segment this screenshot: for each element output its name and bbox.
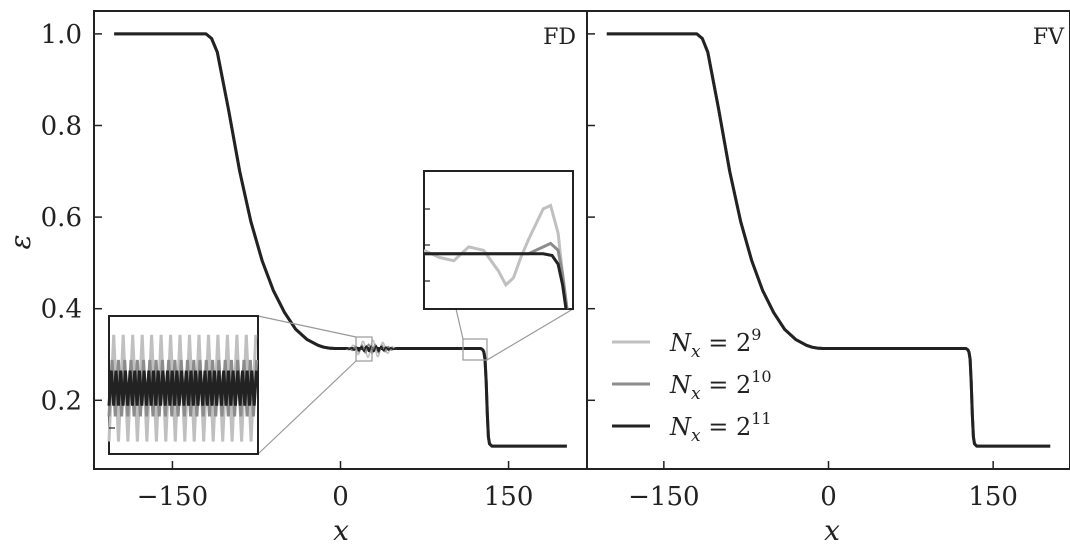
series-line-fd-2 — [114, 32, 567, 448]
inset-shock — [423, 170, 574, 310]
plot-frame-fv — [586, 10, 1070, 470]
panel-fv: −150 0 150 Nx = 29 Nx = 210 Nx = 211 — [586, 10, 1070, 512]
panel-label-fv: FV — [1033, 25, 1065, 50]
inset-shock-series-2 — [424, 252, 568, 309]
legend-label-1: Nx = 210 — [669, 367, 772, 404]
inset-plateau-series-2 — [107, 370, 258, 406]
legend-label-2: Nx = 211 — [669, 409, 772, 446]
x-tick-label-fv-1: 0 — [820, 482, 837, 512]
legend-label-0: Nx = 29 — [669, 325, 761, 362]
x-tick-label-fv-2: 150 — [968, 482, 1018, 512]
y-axis-label: ε — [4, 234, 37, 249]
connector-line-plateau-1 — [257, 360, 357, 455]
connector-line-shock-1 — [486, 308, 574, 361]
plateau-oscillation-2 — [345, 344, 397, 353]
x-tick-label-fd-1: 0 — [332, 482, 349, 512]
y-tick-label-4: 1.0 — [41, 20, 82, 50]
x-tick-label-fd-0: −150 — [137, 482, 208, 512]
y-tick-label-3: 0.8 — [41, 112, 82, 142]
zoom-box-plateau — [355, 336, 373, 362]
x-axis-label-fd: x — [333, 514, 349, 546]
y-tick-label-2: 0.6 — [41, 203, 82, 233]
y-tick-label-0: 0.2 — [41, 386, 82, 416]
y-tick-label-1: 0.4 — [41, 295, 82, 325]
x-tick-label-fv-0: −150 — [628, 482, 699, 512]
zoom-box-shock — [462, 338, 488, 361]
x-axis-label-fv: x — [824, 514, 840, 546]
plateau-oscillation-1 — [346, 343, 397, 355]
series-line-fv-2 — [606, 32, 1051, 448]
panel-label-fd: FD — [543, 25, 576, 50]
chart-marks: −150 0 150 0.2 0.4 0.6 0.8 1.0 −150 0 150 Nx = 29 Nx… — [41, 10, 1070, 512]
x-tick-label-fd-2: 150 — [484, 482, 534, 512]
panel-fd: −150 0 150 0.2 0.4 0.6 0.8 1.0 — [41, 10, 588, 512]
connector-line-plateau-0 — [257, 315, 357, 338]
